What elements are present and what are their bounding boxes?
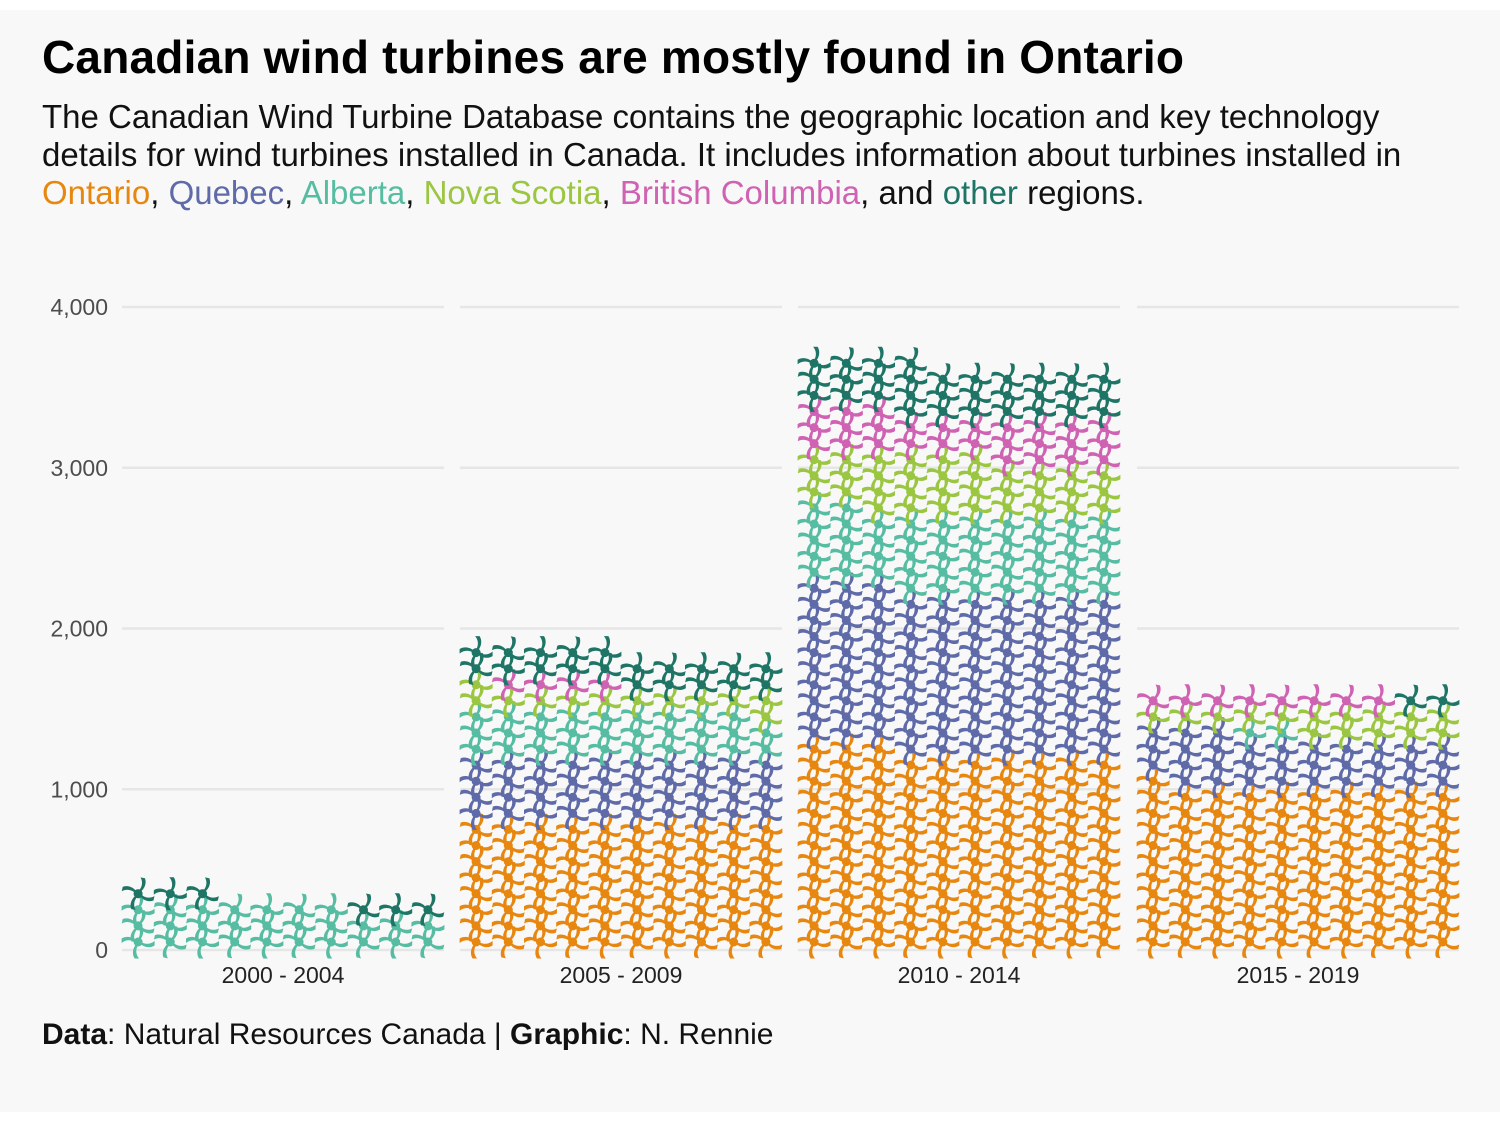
y-tick-label: 4,000 <box>50 294 108 320</box>
subtitle-separator: , <box>601 174 620 211</box>
y-axis-ticks: 0 1,000 2,000 3,000 4,000 <box>50 294 108 963</box>
chart-caption: Data: Natural Resources Canada | Graphic… <box>42 1018 773 1052</box>
x-tick-label: 2005 - 2009 <box>560 962 683 988</box>
waffle-chart: 0 1,000 2,000 3,000 4,000 2000 - 2004 2005 - … <box>50 294 1463 988</box>
caption-data-label: Data <box>42 1018 108 1051</box>
y-tick-label: 3,000 <box>50 455 108 481</box>
caption-graphic-label: Graphic <box>510 1018 624 1051</box>
subtitle-outro: regions. <box>1017 174 1145 211</box>
caption-data-value: : Natural Resources Canada | <box>107 1018 511 1051</box>
chart-title: Canadian wind turbines are mostly found … <box>42 31 1185 83</box>
subtitle-region-nova-scotia: Nova Scotia <box>423 174 602 211</box>
subtitle-separator: , <box>284 174 301 211</box>
subtitle-region-british-columbia: British Columbia <box>619 174 861 211</box>
subtitle-region-quebec: Quebec <box>168 174 285 211</box>
turbine-icons <box>118 343 1463 962</box>
x-axis-ticks: 2000 - 2004 2005 - 2009 2010 - 2014 2015 - … <box>222 962 1360 988</box>
subtitle-region-ontario: Ontario <box>42 174 151 211</box>
subtitle-region-alberta: Alberta <box>300 174 406 211</box>
gridlines <box>122 305 1459 952</box>
subtitle-intro: The Canadian Wind Turbine Database conta… <box>42 98 1402 173</box>
subtitle-separator: , and <box>860 174 943 211</box>
subtitle-separator: , <box>405 174 424 211</box>
y-tick-label: 1,000 <box>50 776 108 802</box>
caption-graphic-value: : N. Rennie <box>623 1018 774 1051</box>
y-tick-label: 0 <box>95 937 108 963</box>
x-tick-label: 2000 - 2004 <box>222 962 345 988</box>
y-tick-label: 2,000 <box>50 616 108 642</box>
x-tick-label: 2010 - 2014 <box>898 962 1021 988</box>
chart-subtitle: The Canadian Wind Turbine Database conta… <box>42 98 1462 212</box>
x-tick-label: 2015 - 2019 <box>1237 962 1360 988</box>
subtitle-separator: , <box>150 174 169 211</box>
subtitle-region-other: other <box>942 174 1018 211</box>
